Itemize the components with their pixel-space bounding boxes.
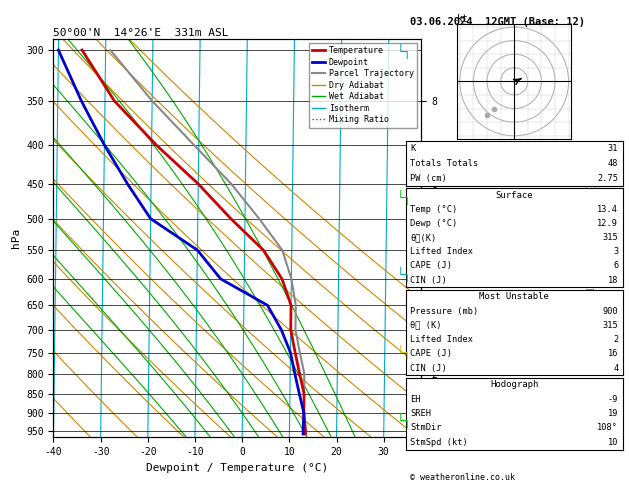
Text: K: K bbox=[410, 144, 415, 153]
Text: CAPE (J): CAPE (J) bbox=[410, 261, 452, 271]
Text: └┐: └┐ bbox=[396, 345, 411, 360]
Text: 10: 10 bbox=[608, 438, 618, 447]
Text: 2: 2 bbox=[613, 335, 618, 344]
Text: 2.75: 2.75 bbox=[598, 174, 618, 183]
Text: CAPE (J): CAPE (J) bbox=[410, 349, 452, 358]
Text: 3: 3 bbox=[613, 247, 618, 256]
Text: Totals Totals: Totals Totals bbox=[410, 159, 478, 168]
Text: └┐: └┐ bbox=[396, 413, 411, 428]
Text: LCL: LCL bbox=[421, 429, 439, 439]
Text: Temp (°C): Temp (°C) bbox=[410, 205, 457, 214]
Text: θᴄ (K): θᴄ (K) bbox=[410, 321, 442, 330]
Text: CIN (J): CIN (J) bbox=[410, 276, 447, 285]
Text: CIN (J): CIN (J) bbox=[410, 364, 447, 373]
Text: 315: 315 bbox=[603, 321, 618, 330]
Text: Lifted Index: Lifted Index bbox=[410, 247, 473, 256]
Text: └┐: └┐ bbox=[396, 267, 411, 282]
Text: 900: 900 bbox=[603, 307, 618, 315]
Text: 315: 315 bbox=[603, 233, 618, 242]
Text: θᴄ(K): θᴄ(K) bbox=[410, 233, 437, 242]
Text: 03.06.2024  12GMT (Base: 12): 03.06.2024 12GMT (Base: 12) bbox=[410, 17, 585, 27]
X-axis label: Dewpoint / Temperature (°C): Dewpoint / Temperature (°C) bbox=[147, 463, 328, 473]
Text: Lifted Index: Lifted Index bbox=[410, 335, 473, 344]
Text: EH: EH bbox=[410, 395, 421, 404]
Text: 18: 18 bbox=[608, 276, 618, 285]
Text: 108°: 108° bbox=[598, 423, 618, 433]
Y-axis label: hPa: hPa bbox=[11, 228, 21, 248]
Legend: Temperature, Dewpoint, Parcel Trajectory, Dry Adiabat, Wet Adiabat, Isotherm, Mi: Temperature, Dewpoint, Parcel Trajectory… bbox=[309, 43, 417, 128]
Text: 48: 48 bbox=[608, 159, 618, 168]
Text: Hodograph: Hodograph bbox=[490, 381, 538, 389]
Text: -9: -9 bbox=[608, 395, 618, 404]
Text: └┐: └┐ bbox=[396, 189, 411, 205]
Text: 50°00'N  14°26'E  331m ASL: 50°00'N 14°26'E 331m ASL bbox=[53, 28, 229, 38]
Text: StmDir: StmDir bbox=[410, 423, 442, 433]
Text: StmSpd (kt): StmSpd (kt) bbox=[410, 438, 468, 447]
Text: © weatheronline.co.uk: © weatheronline.co.uk bbox=[410, 473, 515, 482]
Text: 16: 16 bbox=[608, 349, 618, 358]
Text: Pressure (mb): Pressure (mb) bbox=[410, 307, 478, 315]
Y-axis label: km
ASL: km ASL bbox=[445, 238, 462, 260]
Text: 31: 31 bbox=[608, 144, 618, 153]
Text: └┐: └┐ bbox=[396, 43, 411, 59]
Text: 6: 6 bbox=[613, 261, 618, 271]
Text: Most Unstable: Most Unstable bbox=[479, 292, 549, 301]
Text: 19: 19 bbox=[608, 409, 618, 418]
Text: Surface: Surface bbox=[496, 191, 533, 200]
Text: kt: kt bbox=[457, 14, 469, 23]
Text: Dewp (°C): Dewp (°C) bbox=[410, 219, 457, 228]
Text: Mixing Ratio (g/kg): Mixing Ratio (g/kg) bbox=[587, 182, 597, 294]
Text: 13.4: 13.4 bbox=[598, 205, 618, 214]
Text: PW (cm): PW (cm) bbox=[410, 174, 447, 183]
Text: 12.9: 12.9 bbox=[598, 219, 618, 228]
Text: 4: 4 bbox=[613, 364, 618, 373]
Text: SREH: SREH bbox=[410, 409, 431, 418]
